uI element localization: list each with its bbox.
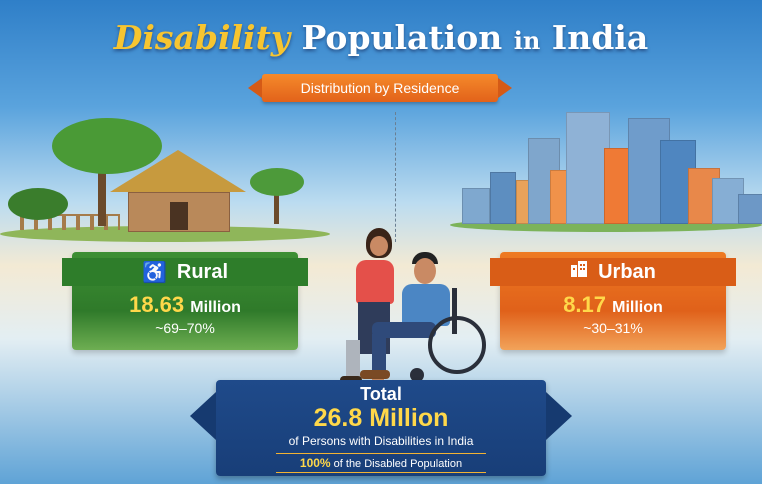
total-label: Total	[360, 384, 402, 404]
wheelchair-wheel	[428, 316, 486, 374]
rural-label: Rural	[176, 260, 229, 283]
urban-panel: Urban 8.17 Million ~30–31%	[490, 252, 736, 350]
total-value: 26.8 Million	[313, 404, 449, 432]
urban-value: 8.17	[563, 292, 607, 317]
bush-illustration	[8, 188, 68, 220]
total-description: of Persons with Disabilities in India	[288, 434, 474, 448]
total-banner: Total 26.8 Million of Persons with Disab…	[190, 380, 572, 476]
rural-unit: Million	[190, 299, 241, 316]
hut-door	[170, 202, 188, 230]
title-word-disability: Disability	[113, 18, 290, 57]
urban-value-line: 8.17 Million	[500, 292, 726, 318]
hut-roof	[110, 150, 246, 192]
urban-ribbon: Urban	[490, 258, 736, 286]
small-tree-trunk	[274, 188, 279, 224]
rural-ground	[0, 226, 330, 242]
total-share-line: 100% of the Disabled Population	[276, 453, 486, 473]
title-word-in: in	[513, 26, 541, 55]
center-divider	[395, 112, 396, 242]
total-share-text: of the Disabled Population	[333, 458, 463, 470]
total-share-percent: 100%	[299, 456, 331, 470]
tree-trunk	[98, 160, 106, 226]
rural-ribbon: ♿ Rural	[62, 258, 308, 286]
urban-unit: Million	[612, 299, 663, 316]
urban-share: ~30–31%	[583, 320, 643, 336]
subtitle-ribbon: Distribution by Residence	[248, 74, 512, 102]
rural-panel: ♿ Rural 18.63 Million ~69–70%	[62, 252, 308, 350]
page-title: Disability Population in India	[0, 18, 762, 57]
rural-value-line: 18.63 Million	[72, 292, 298, 318]
small-tree-illustration	[250, 168, 304, 196]
wheelchair-icon: ♿	[141, 261, 167, 284]
rural-share: ~69–70%	[155, 320, 215, 336]
rural-value: 18.63	[129, 292, 185, 317]
title-word-india: India	[551, 18, 649, 57]
title-word-population: Population	[301, 18, 503, 57]
building-icon	[570, 260, 588, 284]
urban-label: Urban	[598, 260, 656, 283]
